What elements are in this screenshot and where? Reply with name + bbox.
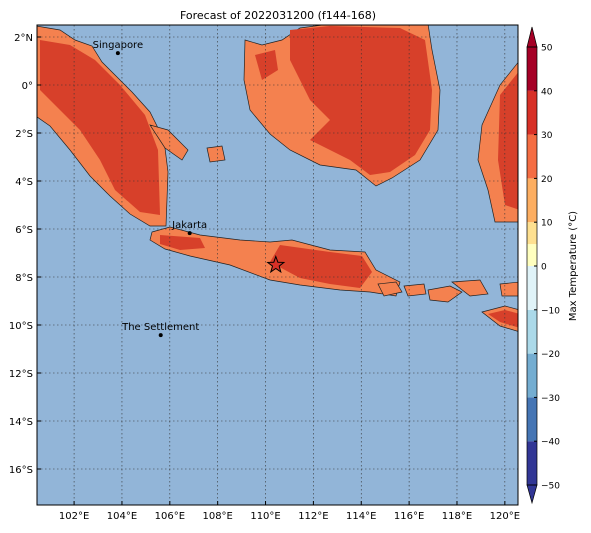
- lon-tick-label: 114°E: [346, 511, 376, 522]
- lon-tick-label: 110°E: [250, 511, 280, 522]
- lat-tick-label: 12°S: [9, 369, 33, 380]
- place-dot: [187, 231, 192, 236]
- colorbar-band: [527, 441, 537, 485]
- lon-tick-label: 108°E: [202, 511, 232, 522]
- colorbar-band: [527, 353, 537, 398]
- lat-tick-label: 6°S: [15, 225, 33, 236]
- lat-tick-label: 8°S: [15, 273, 33, 284]
- place-label: Jakarta: [171, 220, 207, 231]
- lon-tick-label: 112°E: [298, 511, 328, 522]
- lon-tick-label: 118°E: [442, 511, 472, 522]
- lon-tick-label: 102°E: [59, 511, 89, 522]
- colorbar-band: [527, 309, 537, 354]
- colorbar-band: [527, 178, 537, 223]
- land: [37, 25, 518, 332]
- lat-tick-label: 2°S: [15, 129, 33, 140]
- colorbar-band: [527, 266, 537, 310]
- colorbar-tick-label: 40: [541, 87, 553, 97]
- colorbar-tick-label: −40: [541, 438, 560, 448]
- lat-tick-label: 14°S: [9, 417, 33, 428]
- map-title: Forecast of 2022031200 (f144-168): [180, 9, 376, 22]
- colorbar-band: [527, 244, 537, 266]
- lon-tick-label: 106°E: [155, 511, 185, 522]
- colorbar-tick-label: 0: [541, 263, 547, 273]
- colorbar-tick-label: −30: [541, 394, 560, 404]
- colorbar-band: [527, 222, 537, 245]
- lat-tick-label: 2°N: [14, 33, 33, 44]
- colorbar-tick-label: 30: [541, 131, 553, 141]
- lat-tick-label: 4°S: [15, 177, 33, 188]
- lon-tick-label: 120°E: [490, 511, 520, 522]
- colorbar-band: [527, 397, 537, 442]
- lon-tick-label: 104°E: [107, 511, 137, 522]
- place-dot: [158, 333, 163, 338]
- place-dot: [115, 51, 120, 56]
- colorbar-tick-label: 20: [541, 175, 553, 185]
- lon-tick-label: 116°E: [394, 511, 424, 522]
- place-label: The Settlement: [121, 322, 199, 333]
- colorbar-tick-label: 50: [541, 44, 553, 54]
- colorbar-tick-label: −20: [541, 350, 560, 360]
- colorbar-tick-label: −50: [541, 482, 560, 492]
- colorbar-band: [527, 134, 537, 179]
- colorbar-tick-label: 10: [541, 219, 553, 229]
- colorbar-band: [527, 90, 537, 135]
- lat-tick-label: 0°: [22, 81, 33, 92]
- colorbar-extend-top: [526, 26, 538, 48]
- colorbar-band: [527, 47, 537, 91]
- colorbar-label: Max Temperature (°C): [568, 211, 579, 321]
- star-marker: [266, 255, 286, 274]
- colorbar-extend-bottom: [526, 484, 538, 505]
- map-frame: [36, 24, 519, 506]
- lat-tick-label: 16°S: [9, 465, 33, 476]
- place-label: Singapore: [93, 40, 143, 51]
- lat-tick-label: 10°S: [9, 321, 33, 332]
- colorbar-tick-label: −10: [541, 306, 560, 316]
